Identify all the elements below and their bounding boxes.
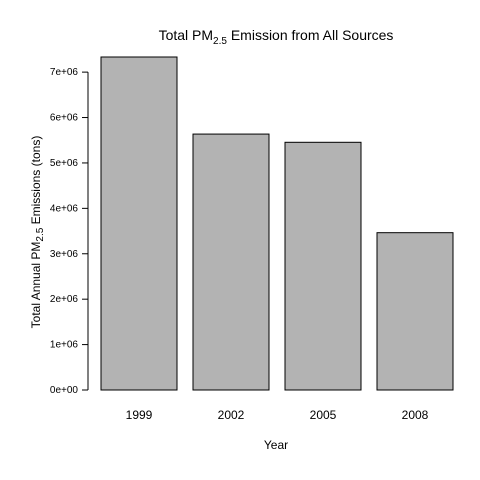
chart-title: Total PM2.5 Emission from All Sources <box>159 27 394 47</box>
y-axis: 0e+00 1e+06 2e+06 3e+06 4e+06 5e+06 6e+06 7e+06 <box>50 67 89 396</box>
bar-1999 <box>100 56 178 391</box>
bar-2002 <box>192 133 270 391</box>
bar-2005 <box>284 141 362 391</box>
x-tick-labels: 1999 2002 2005 2008 <box>126 408 429 422</box>
bars-group <box>100 56 454 391</box>
y-tick-label: 7e+06 <box>50 67 79 78</box>
y-tick-label: 0e+00 <box>50 385 79 396</box>
y-tick-label: 5e+06 <box>50 158 79 169</box>
y-tick-label: 1e+06 <box>50 340 79 351</box>
y-tick-label: 3e+06 <box>50 249 79 260</box>
x-axis-label: Year <box>264 438 288 452</box>
bar-2008 <box>376 232 454 391</box>
x-tick-label-2002: 2002 <box>218 408 245 422</box>
x-tick-label-2005: 2005 <box>310 408 337 422</box>
y-axis-label: Total Annual PM2.5 Emissions (tons) <box>29 136 46 329</box>
x-tick-label-1999: 1999 <box>126 408 153 422</box>
y-tick-label: 4e+06 <box>50 203 79 214</box>
y-tick-label: 2e+06 <box>50 294 79 305</box>
y-tick-label: 6e+06 <box>50 113 79 124</box>
x-tick-label-2008: 2008 <box>402 408 429 422</box>
